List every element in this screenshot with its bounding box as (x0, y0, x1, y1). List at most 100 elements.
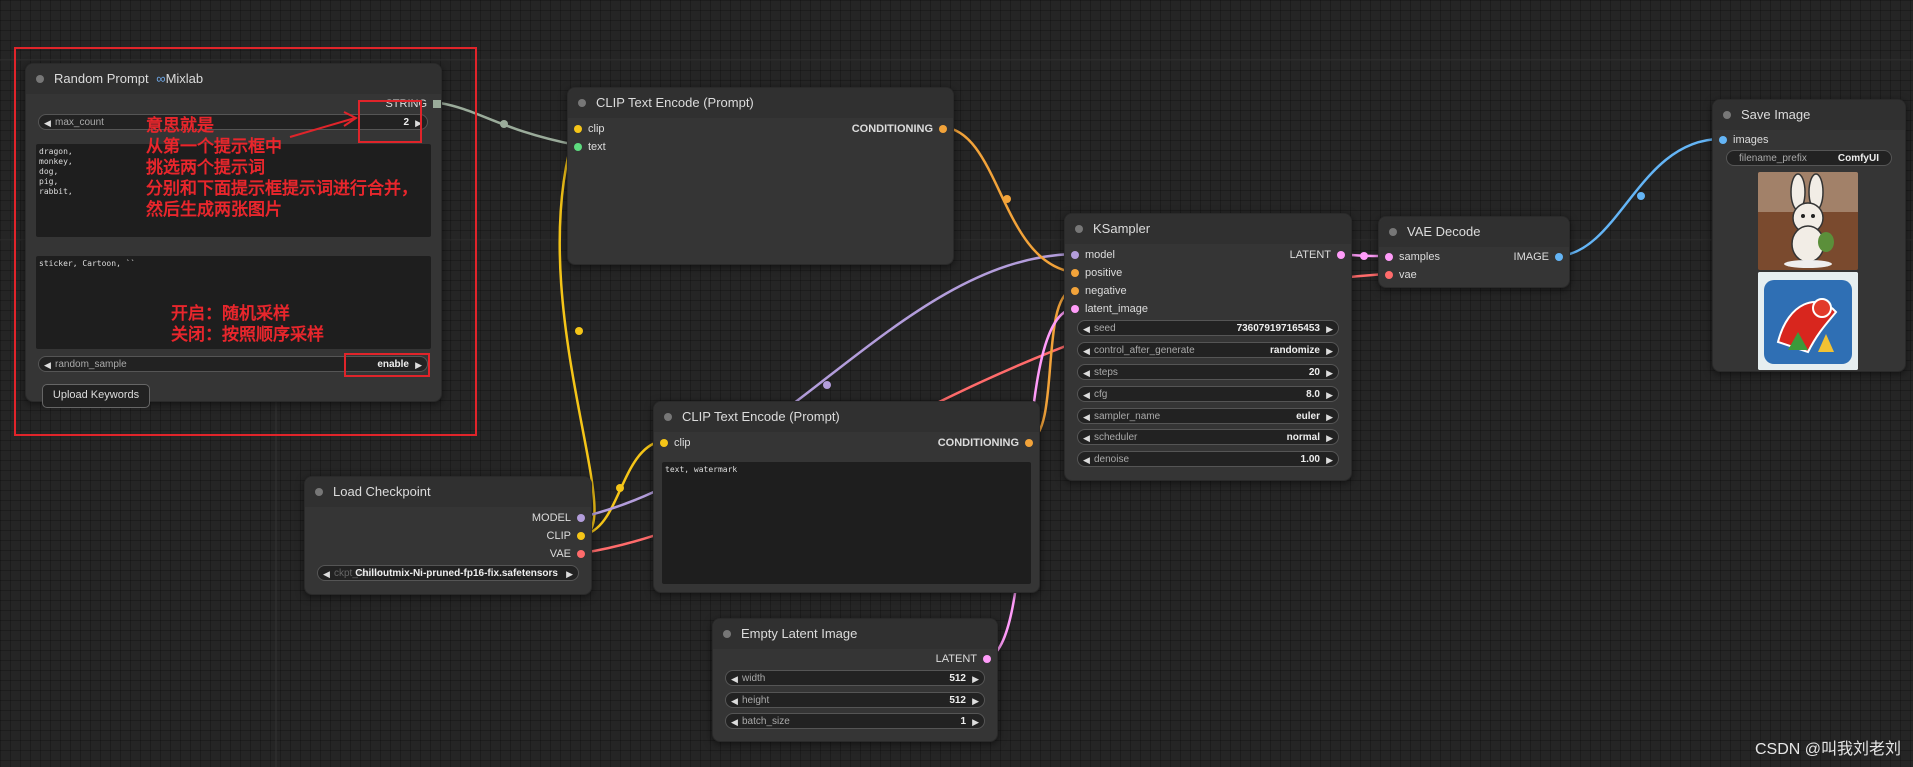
save-image-title[interactable]: Save Image (1713, 100, 1905, 130)
scheduler-label: scheduler (1094, 432, 1138, 443)
steps-widget[interactable]: ◀ steps 20 ▶ (1077, 364, 1339, 380)
ckpt-name-label: ckpt_name (334, 568, 383, 579)
random-prompt-title[interactable]: Random Prompt ∞Mixlab (26, 64, 441, 94)
width-value: 512 (949, 673, 966, 684)
decrement-arrow-icon[interactable]: ◀ (1083, 346, 1090, 356)
increment-arrow-icon[interactable]: ▶ (972, 674, 979, 684)
increment-arrow-icon[interactable]: ▶ (972, 696, 979, 706)
cfg-label: cfg (1094, 389, 1108, 400)
input-positive[interactable]: positive (1071, 265, 1122, 281)
output-latent[interactable]: LATENT (1290, 247, 1345, 263)
decrement-arrow-icon[interactable]: ◀ (1083, 455, 1090, 465)
steps-value: 20 (1308, 367, 1320, 378)
input-samples[interactable]: samples (1385, 249, 1440, 265)
increment-arrow-icon[interactable]: ▶ (1326, 412, 1333, 422)
clip-text-encode-top-node[interactable]: CLIP Text Encode (Prompt) clip text COND… (567, 87, 954, 265)
output-conditioning[interactable]: CONDITIONING (938, 435, 1033, 451)
increment-arrow-icon[interactable]: ▶ (1326, 390, 1333, 400)
increment-arrow-icon[interactable]: ▶ (1326, 346, 1333, 356)
image-slot-icon (1555, 253, 1563, 261)
output-image-rabbit[interactable] (1758, 172, 1858, 270)
decrement-arrow-icon[interactable]: ◀ (1083, 390, 1090, 400)
output-model[interactable]: MODEL (532, 510, 585, 526)
select-right-arrow-icon[interactable]: ▶ (566, 569, 573, 579)
clip-bottom-title[interactable]: CLIP Text Encode (Prompt) (654, 402, 1039, 432)
node-collapse-dot[interactable] (664, 413, 672, 421)
input-latent-image[interactable]: latent_image (1071, 301, 1148, 317)
decrement-arrow-icon[interactable]: ◀ (731, 674, 738, 684)
denoise-widget[interactable]: ◀ denoise 1.00 ▶ (1077, 451, 1339, 467)
ksampler-node[interactable]: KSampler model positive negative latent_… (1064, 213, 1352, 481)
filename-prefix-field[interactable]: filename_prefix ComfyUI (1726, 150, 1892, 166)
decrement-arrow-icon[interactable]: ◀ (1083, 412, 1090, 422)
output-model-label: MODEL (531, 512, 571, 524)
control-after-generate-widget[interactable]: ◀ control_after_generate randomize ▶ (1077, 342, 1339, 358)
clip-text-encode-bottom-node[interactable]: CLIP Text Encode (Prompt) clip CONDITION… (653, 401, 1040, 593)
ckpt-name-select[interactable]: ◀ ckpt_name Chilloutmix-Ni-pruned-fp16-f… (317, 565, 579, 581)
input-images-label: images (1733, 134, 1769, 146)
increment-arrow-icon[interactable]: ▶ (1326, 433, 1333, 443)
decrement-arrow-icon[interactable]: ◀ (731, 717, 738, 727)
output-conditioning[interactable]: CONDITIONING (852, 121, 947, 137)
save-image-node[interactable]: Save Image images filename_prefix ComfyU… (1712, 99, 1906, 372)
input-clip[interactable]: clip (660, 435, 691, 451)
decrement-arrow-icon[interactable]: ◀ (1083, 324, 1090, 334)
increment-arrow-icon[interactable]: ▶ (1326, 455, 1333, 465)
sampler-name-widget[interactable]: ◀ sampler_name euler ▶ (1077, 408, 1339, 424)
node-collapse-dot[interactable] (578, 99, 586, 107)
upload-keywords-button[interactable]: Upload Keywords (42, 384, 150, 408)
empty-latent-image-node[interactable]: Empty Latent Image LATENT ◀ width 512 ▶ ◀ he… (712, 618, 998, 742)
scheduler-widget[interactable]: ◀ scheduler normal ▶ (1077, 429, 1339, 445)
cfg-widget[interactable]: ◀ cfg 8.0 ▶ (1077, 386, 1339, 402)
select-left-arrow-icon[interactable]: ◀ (323, 569, 330, 579)
cfg-value: 8.0 (1306, 389, 1320, 400)
decrement-arrow-icon[interactable]: ◀ (44, 118, 51, 128)
height-widget[interactable]: ◀ height 512 ▶ (725, 692, 985, 708)
decrement-arrow-icon[interactable]: ◀ (731, 696, 738, 706)
seed-widget[interactable]: ◀ seed 736079197165453 ▶ (1077, 320, 1339, 336)
output-vae[interactable]: VAE (550, 546, 585, 562)
decrement-arrow-icon[interactable]: ◀ (1083, 368, 1090, 378)
toggle-left-arrow-icon[interactable]: ◀ (44, 360, 51, 370)
node-collapse-dot[interactable] (723, 630, 731, 638)
random-sample-toggle[interactable]: ◀ random_sample enable ▶ (38, 356, 428, 372)
increment-arrow-icon[interactable]: ▶ (972, 717, 979, 727)
keywords-textarea[interactable]: dragon, monkey, dog, pig, rabbit, (36, 144, 431, 237)
increment-arrow-icon[interactable]: ▶ (1326, 324, 1333, 334)
node-collapse-dot[interactable] (315, 488, 323, 496)
output-latent[interactable]: LATENT (936, 651, 991, 667)
clip-top-title[interactable]: CLIP Text Encode (Prompt) (568, 88, 953, 118)
ksampler-title[interactable]: KSampler (1065, 214, 1351, 244)
input-text[interactable]: text (574, 139, 606, 155)
output-clip[interactable]: CLIP (547, 528, 585, 544)
string-slot-icon (433, 100, 441, 108)
denoise-label: denoise (1094, 454, 1130, 465)
increment-arrow-icon[interactable]: ▶ (1326, 368, 1333, 378)
input-model[interactable]: model (1071, 247, 1115, 263)
node-collapse-dot[interactable] (1075, 225, 1083, 233)
node-collapse-dot[interactable] (1723, 111, 1731, 119)
negative-prompt-textarea[interactable]: text, watermark (662, 462, 1031, 584)
width-widget[interactable]: ◀ width 512 ▶ (725, 670, 985, 686)
load-checkpoint-node[interactable]: Load Checkpoint MODEL CLIP VAE ◀ ckpt_na… (304, 476, 592, 595)
output-image[interactable]: IMAGE (1514, 249, 1563, 265)
input-vae[interactable]: vae (1385, 267, 1417, 283)
input-model-label: model (1085, 249, 1115, 261)
node-collapse-dot[interactable] (1389, 228, 1397, 236)
input-clip[interactable]: clip (574, 121, 605, 137)
input-images[interactable]: images (1719, 132, 1768, 148)
toggle-right-arrow-icon[interactable]: ▶ (415, 360, 422, 370)
node-collapse-dot[interactable] (36, 75, 44, 83)
prompt-textarea[interactable]: sticker, Cartoon, `` (36, 256, 431, 349)
batch-size-widget[interactable]: ◀ batch_size 1 ▶ (725, 713, 985, 729)
filename-prefix-value: ComfyUI (1837, 153, 1879, 164)
load-checkpoint-title[interactable]: Load Checkpoint (305, 477, 591, 507)
vae-decode-title[interactable]: VAE Decode (1379, 217, 1569, 247)
decrement-arrow-icon[interactable]: ◀ (1083, 433, 1090, 443)
node-title-text: CLIP Text Encode (Prompt) (596, 95, 754, 110)
increment-arrow-icon[interactable]: ▶ (415, 118, 422, 128)
vae-decode-node[interactable]: VAE Decode samples vae IMAGE (1378, 216, 1570, 288)
output-image-dragon[interactable] (1758, 272, 1858, 370)
input-negative[interactable]: negative (1071, 283, 1127, 299)
empty-latent-title[interactable]: Empty Latent Image (713, 619, 997, 649)
